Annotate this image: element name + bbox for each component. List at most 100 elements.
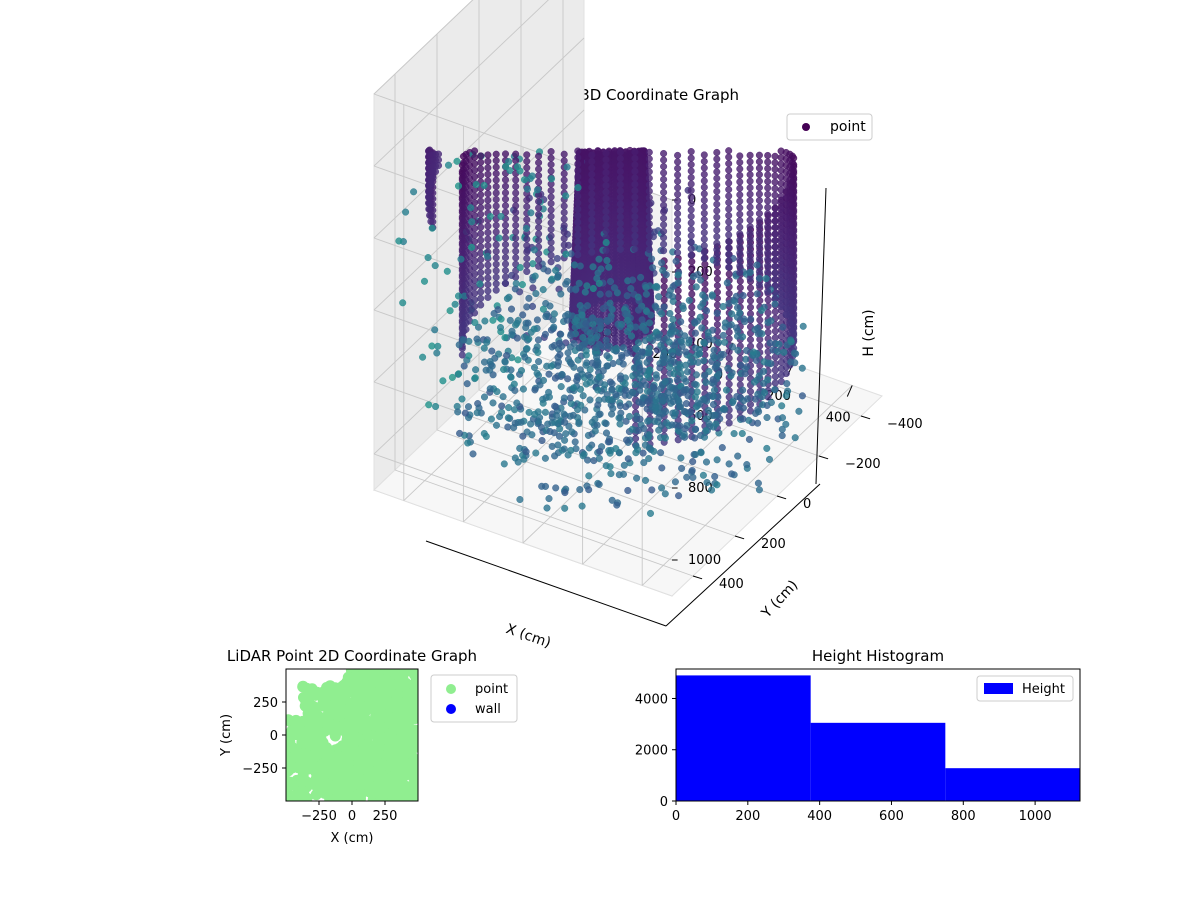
lidar-point — [659, 465, 666, 472]
lidar-point — [714, 457, 721, 464]
lidar-point — [610, 405, 617, 412]
lidar-point — [772, 263, 779, 270]
lidar-point — [637, 274, 644, 281]
lidar-point — [747, 178, 754, 185]
lidar-point — [660, 353, 667, 360]
lidar-point — [502, 222, 509, 229]
lidar-point — [548, 194, 555, 201]
lidar-point — [622, 387, 629, 394]
lidar-point — [472, 319, 479, 326]
lidar-point — [649, 391, 656, 398]
lidar-point — [540, 377, 547, 384]
lidar-point — [632, 226, 639, 233]
lidar-point — [534, 187, 541, 194]
lidar-point — [481, 182, 488, 189]
lidar-point — [726, 420, 733, 427]
lidar-point — [701, 197, 708, 204]
lidar-point — [652, 404, 659, 411]
lidar-point — [734, 393, 741, 400]
lidar-point — [458, 256, 465, 263]
lidar-point — [701, 249, 708, 256]
lidar-point — [502, 163, 509, 170]
lidar-point — [646, 175, 653, 182]
lidar-point — [597, 411, 604, 418]
lidar-point — [425, 200, 432, 207]
lidar-point — [589, 191, 596, 198]
lidar-point — [548, 155, 555, 162]
lidar-point — [701, 242, 708, 249]
lidar-point — [646, 220, 653, 227]
lidar-point — [581, 341, 588, 348]
lidar-point — [519, 281, 526, 288]
lidar-point — [609, 497, 616, 504]
lidar-point — [551, 311, 558, 318]
lidar-point — [485, 262, 492, 269]
lidar-point — [778, 200, 785, 207]
lidar-point — [706, 420, 713, 427]
lidar-point — [722, 320, 729, 327]
lidar-point — [583, 362, 590, 369]
lidar-point — [646, 320, 653, 327]
lidar-point — [747, 316, 754, 323]
lidar-point — [464, 380, 471, 387]
lidar-point — [766, 456, 773, 463]
lidar-point — [512, 387, 519, 394]
lidar-point — [688, 200, 695, 207]
lidar-point — [660, 163, 667, 170]
lidar-point — [598, 297, 605, 304]
lidar-point — [697, 277, 704, 284]
lidar-point — [431, 327, 438, 334]
y-axis-tick — [819, 456, 828, 459]
lidar-point — [577, 486, 584, 493]
lidar-point — [538, 483, 545, 490]
lidar-point — [655, 427, 662, 434]
lidar-point — [552, 267, 559, 274]
lidar-point — [710, 376, 717, 383]
lidar-point — [756, 256, 763, 263]
lidar-point — [485, 294, 492, 301]
lidar-point — [617, 175, 624, 182]
lidar-point — [726, 271, 733, 278]
lidar-point — [691, 319, 698, 326]
lidar-point — [471, 251, 478, 258]
lidar-point — [701, 165, 708, 172]
lidar-point — [746, 436, 753, 443]
lidar-point — [456, 430, 463, 437]
lidar-point — [658, 485, 665, 492]
lidar-point — [575, 154, 582, 161]
lidar-point — [617, 181, 624, 188]
lidar-point — [551, 453, 558, 460]
lidar-point — [474, 336, 481, 343]
lidar-point — [674, 178, 681, 185]
lidar-point — [535, 159, 542, 166]
lidar-point — [701, 255, 708, 262]
lidar-point — [674, 377, 681, 384]
lidar-point — [646, 149, 653, 156]
lidar-point — [502, 151, 509, 158]
lidar-point — [607, 463, 614, 470]
lidar-point — [764, 249, 771, 256]
lidar-point — [589, 178, 596, 185]
lidar-point — [485, 236, 492, 243]
lidar-point — [524, 249, 531, 256]
lidar-point — [714, 253, 721, 260]
lidar-point — [435, 343, 442, 350]
lidar-point — [747, 204, 754, 211]
lidar-point — [684, 369, 691, 376]
lidar-point — [533, 450, 540, 457]
lidar-point — [737, 217, 744, 224]
lidar-point — [471, 264, 478, 271]
lidar-point — [674, 236, 681, 243]
lidar-point — [517, 264, 524, 271]
lidar-point — [471, 258, 478, 265]
lidar-point — [603, 430, 610, 437]
lidar-point — [535, 166, 542, 173]
lidar-point — [772, 179, 779, 186]
lidar-point — [764, 211, 771, 218]
lidar-point — [688, 233, 695, 240]
lidar-point — [568, 447, 575, 454]
lidar-point — [778, 251, 785, 258]
lidar-point — [688, 181, 695, 188]
lidar-point — [512, 248, 519, 255]
lidar-point — [649, 264, 656, 271]
